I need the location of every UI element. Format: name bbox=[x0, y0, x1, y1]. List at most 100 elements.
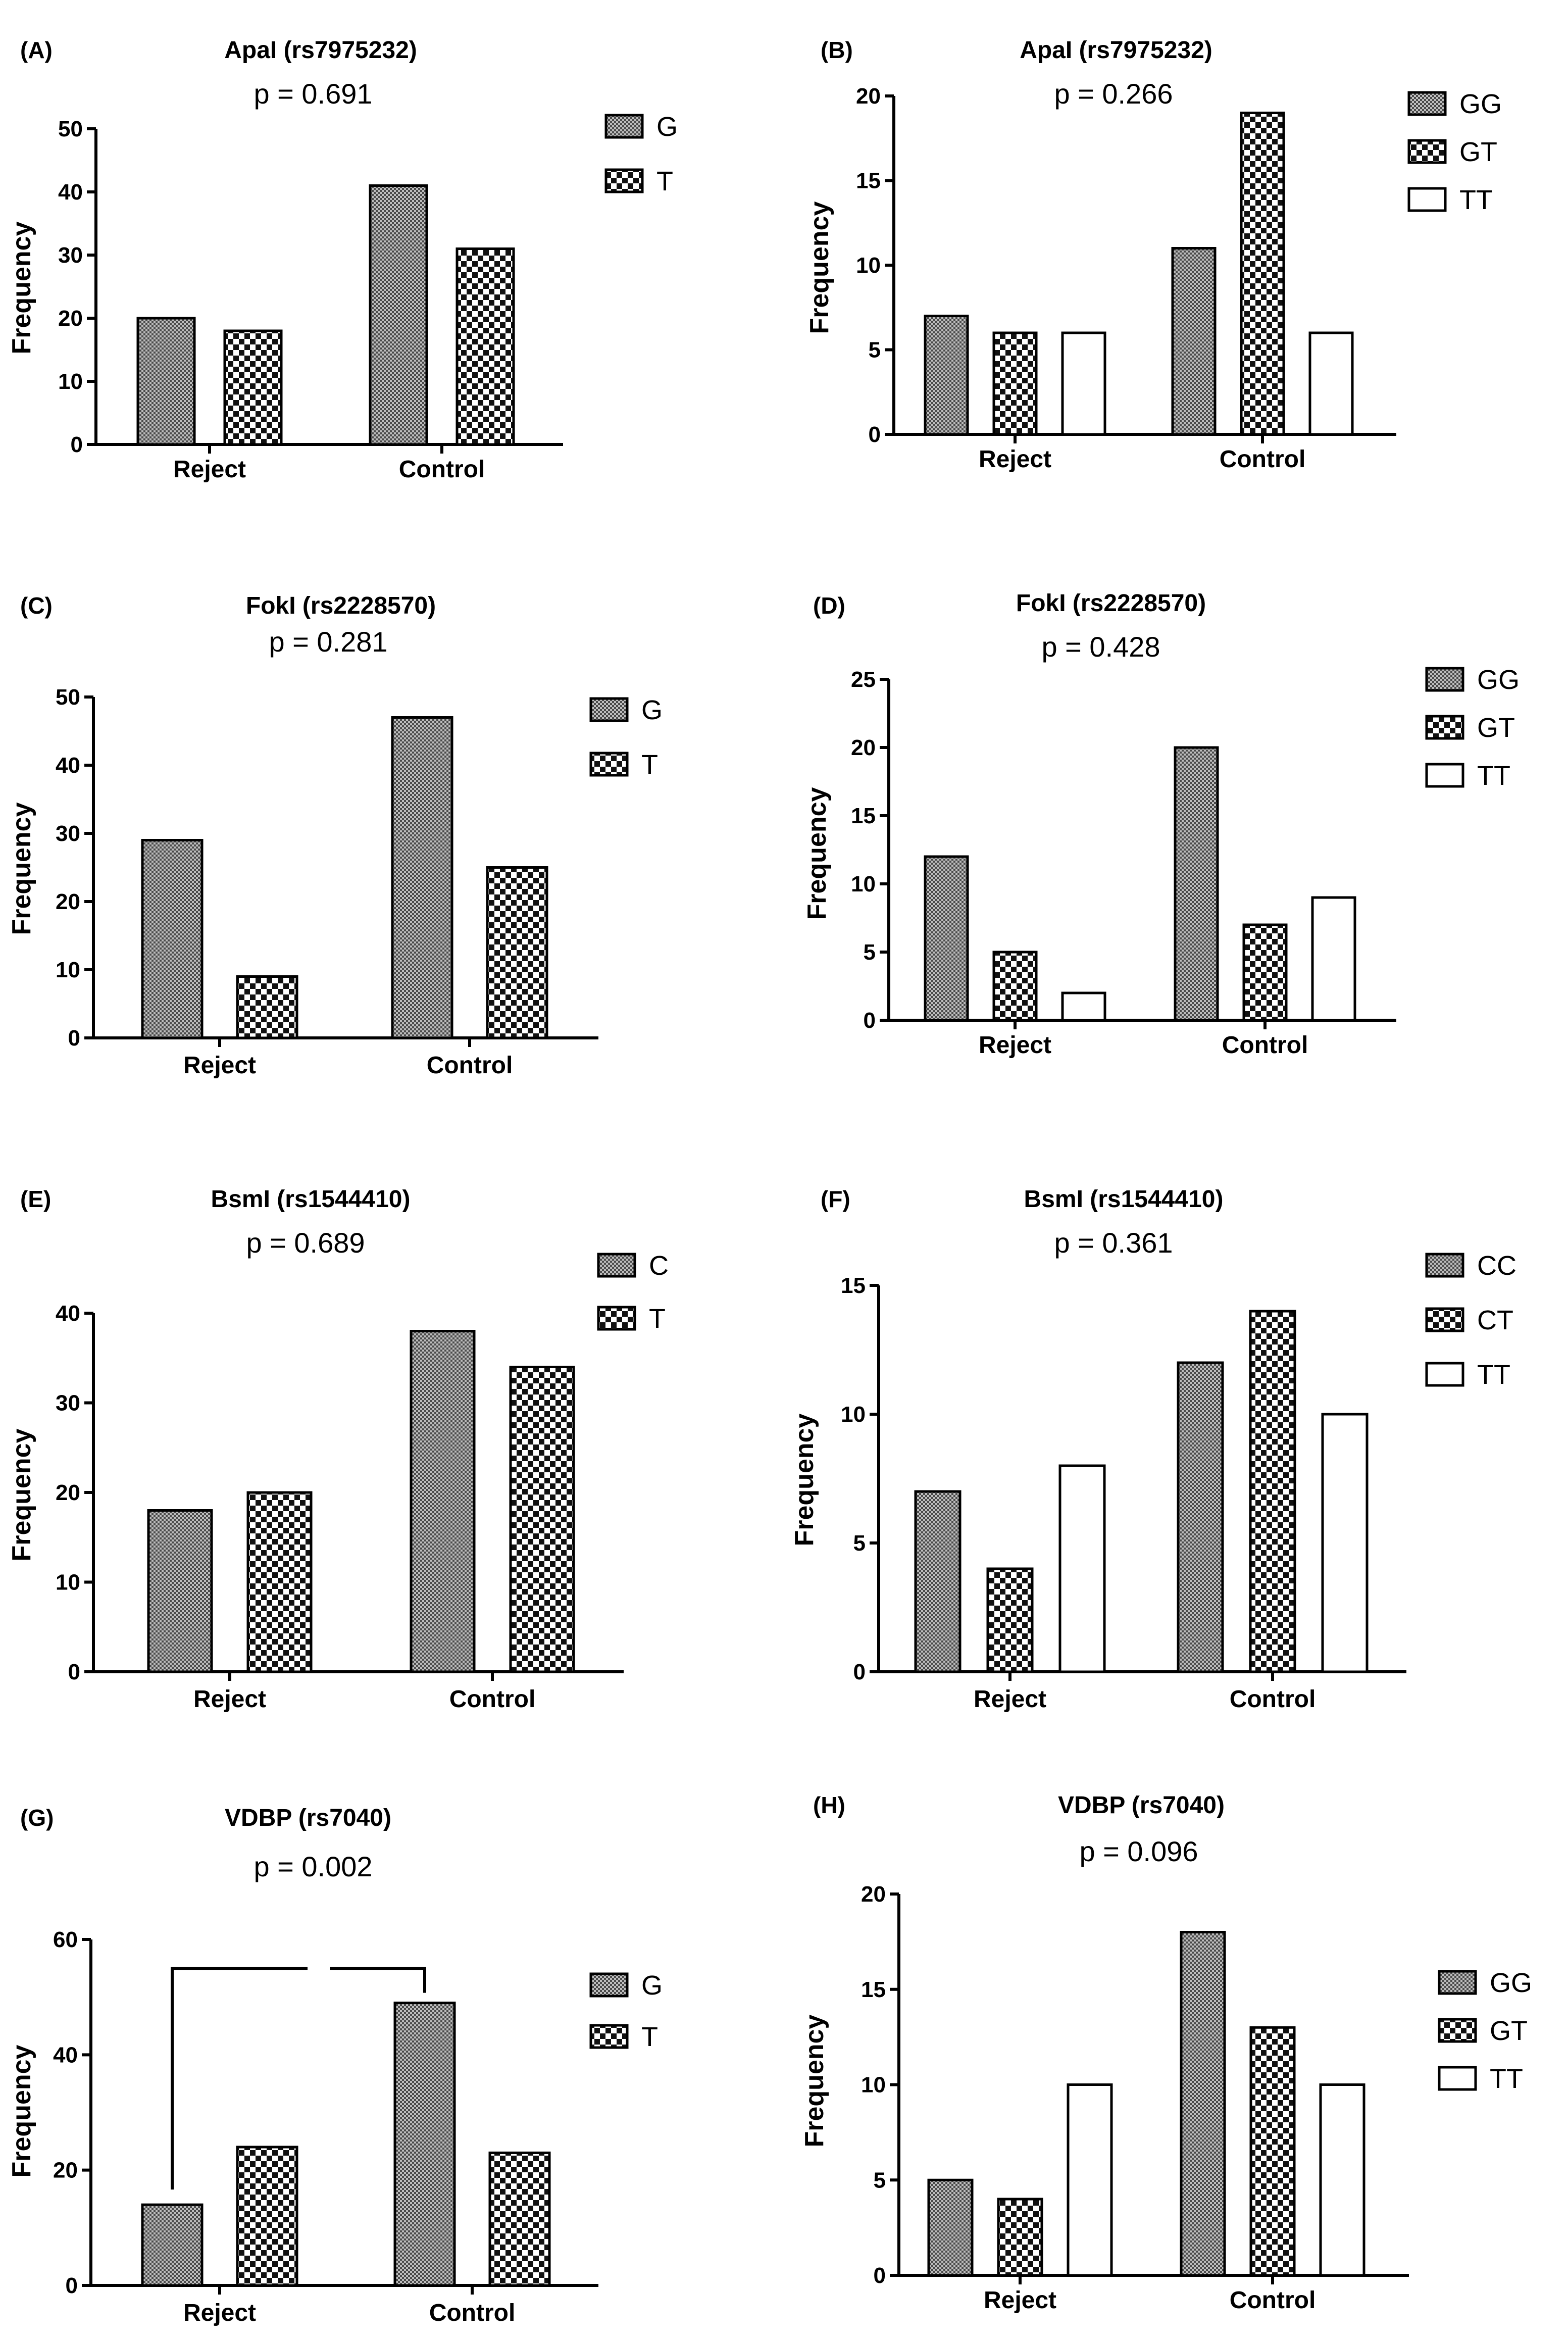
y-tick-label: 40 bbox=[56, 753, 80, 778]
bar-gt-control bbox=[1242, 923, 1288, 1022]
legend-swatch-ct bbox=[1425, 1307, 1464, 1332]
x-tick-label: Control bbox=[1230, 2287, 1316, 2314]
legend-label: GG bbox=[1477, 665, 1520, 695]
legend-label: G bbox=[656, 112, 678, 142]
bar-gt-reject bbox=[992, 331, 1038, 436]
chart-title: FokI (rs2228570) bbox=[1016, 590, 1206, 617]
p-value: p = 0.002 bbox=[254, 1851, 372, 1882]
x-tick-label: Control bbox=[399, 456, 485, 483]
legend-label: T bbox=[641, 750, 658, 780]
x-tick-label: Control bbox=[449, 1686, 536, 1713]
legend-label: GT bbox=[1490, 2016, 1528, 2046]
y-tick-label: 0 bbox=[71, 432, 83, 457]
bracket-gap bbox=[308, 1964, 330, 1973]
bar-t-reject bbox=[236, 975, 298, 1039]
y-tick-label: 0 bbox=[68, 1026, 80, 1051]
panel-label: (C) bbox=[20, 592, 53, 619]
chart-panel: (A) ApaI (rs7975232) p = 0.691 Frequency 0 10… bbox=[7, 37, 678, 483]
x-tick-label: Reject bbox=[979, 1032, 1051, 1059]
y-tick-label: 5 bbox=[869, 338, 881, 363]
x-tick-label: Reject bbox=[193, 1686, 266, 1713]
p-value: p = 0.691 bbox=[254, 78, 372, 110]
legend-label: C bbox=[649, 1251, 669, 1281]
y-tick-label: 15 bbox=[856, 169, 881, 193]
bar-ct-control bbox=[1249, 1310, 1296, 1673]
legend-swatch-t bbox=[589, 752, 629, 777]
bar-gt-reject bbox=[997, 2198, 1043, 2277]
legend-swatch-tt bbox=[1407, 187, 1447, 212]
bar-g-control bbox=[369, 184, 428, 446]
panel-label: (E) bbox=[20, 1186, 51, 1212]
y-tick-label: 5 bbox=[853, 1531, 866, 1556]
x-tick-label: Control bbox=[1230, 1686, 1316, 1713]
y-tick-label: 0 bbox=[874, 2263, 886, 2288]
panel-label: (B) bbox=[821, 37, 853, 63]
bar-c-reject bbox=[147, 1509, 213, 1673]
legend-label: CC bbox=[1477, 1251, 1516, 1281]
y-tick-label: 10 bbox=[856, 253, 881, 278]
bar-gg-reject bbox=[924, 315, 969, 436]
bar-t-reject bbox=[223, 329, 283, 446]
chart-title: BsmI (rs1544410) bbox=[1024, 1186, 1224, 1213]
bar-gg-control bbox=[1171, 247, 1217, 436]
bar-tt-control bbox=[1308, 331, 1354, 436]
y-tick-label: 0 bbox=[68, 1660, 80, 1684]
chart-title: ApaI (rs7975232) bbox=[1020, 37, 1212, 64]
y-axis-label: Frequency bbox=[805, 201, 834, 334]
legend-swatch-g bbox=[604, 114, 644, 139]
bar-tt-reject bbox=[1061, 331, 1106, 436]
bar-g-reject bbox=[136, 317, 196, 446]
bar-t-control bbox=[488, 2151, 551, 2287]
legend-label: TT bbox=[1477, 761, 1510, 791]
y-tick-label: 10 bbox=[841, 1402, 866, 1427]
y-axis-label: Frequency bbox=[790, 1413, 819, 1546]
panel-label: (H) bbox=[813, 1792, 845, 1818]
x-tick-label: Reject bbox=[984, 2287, 1056, 2314]
y-tick-label: 30 bbox=[58, 243, 83, 268]
y-tick-label: 20 bbox=[58, 306, 83, 331]
legend-label: GG bbox=[1490, 1968, 1532, 1998]
bar-tt-control bbox=[1319, 2083, 1365, 2277]
p-value: p = 0.361 bbox=[1054, 1227, 1173, 1259]
y-tick-label: 50 bbox=[56, 685, 80, 710]
x-tick-label: Reject bbox=[183, 2300, 256, 2326]
legend-label: CT bbox=[1477, 1305, 1513, 1335]
legend-label: G bbox=[641, 695, 663, 725]
p-value: p = 0.266 bbox=[1054, 78, 1173, 110]
chart-panel: (D) FokI (rs2228570) p = 0.428 Frequency 0 5 1… bbox=[802, 590, 1520, 1059]
chart-panel: (B) ApaI (rs7975232) p = 0.266 Frequency 0 5 1… bbox=[805, 37, 1502, 473]
bar-g-reject bbox=[141, 2203, 204, 2287]
y-tick-label: 0 bbox=[66, 2273, 78, 2298]
bar-t-reject bbox=[246, 1491, 313, 1673]
chart-panel: (E) BsmI (rs1544410) p = 0.689 Frequency 0 10… bbox=[7, 1186, 669, 1713]
bar-t-control bbox=[509, 1366, 575, 1673]
bar-gt-reject bbox=[992, 951, 1038, 1022]
legend-swatch-tt bbox=[1425, 763, 1464, 788]
y-tick-label: 0 bbox=[853, 1660, 866, 1684]
y-tick-label: 60 bbox=[53, 1927, 78, 1952]
bar-tt-control bbox=[1321, 1413, 1369, 1673]
y-tick-label: 15 bbox=[841, 1273, 866, 1298]
y-tick-label: 5 bbox=[864, 940, 876, 965]
y-tick-label: 40 bbox=[58, 180, 83, 205]
y-tick-label: 5 bbox=[874, 2168, 886, 2193]
chart-panel: (G) VDBP (rs7040) p = 0.002 Frequency 0 20 40 6… bbox=[7, 1805, 663, 2326]
bar-tt-reject bbox=[1058, 1464, 1106, 1673]
legend-swatch-gg bbox=[1438, 1970, 1477, 1995]
legend-swatch-gg bbox=[1407, 91, 1447, 116]
y-tick-label: 10 bbox=[56, 958, 80, 982]
x-tick-label: Control bbox=[1222, 1032, 1308, 1059]
panel-label: (F) bbox=[821, 1186, 850, 1212]
x-tick-label: Control bbox=[1220, 446, 1306, 473]
panel-label: (A) bbox=[20, 37, 53, 63]
chart-panel: (C) FokI (rs2228570) p = 0.281 Frequency 0 10… bbox=[7, 592, 663, 1079]
legend-swatch-gg bbox=[1425, 667, 1464, 692]
legend-swatch-t bbox=[589, 2024, 629, 2049]
legend-swatch-tt bbox=[1425, 1362, 1464, 1387]
p-value: p = 0.689 bbox=[246, 1227, 365, 1259]
legend-label: T bbox=[649, 1304, 666, 1334]
legend-swatch-c bbox=[597, 1253, 636, 1278]
p-value: p = 0.428 bbox=[1041, 631, 1160, 663]
y-tick-label: 20 bbox=[856, 84, 881, 109]
y-tick-label: 15 bbox=[861, 1977, 886, 2002]
